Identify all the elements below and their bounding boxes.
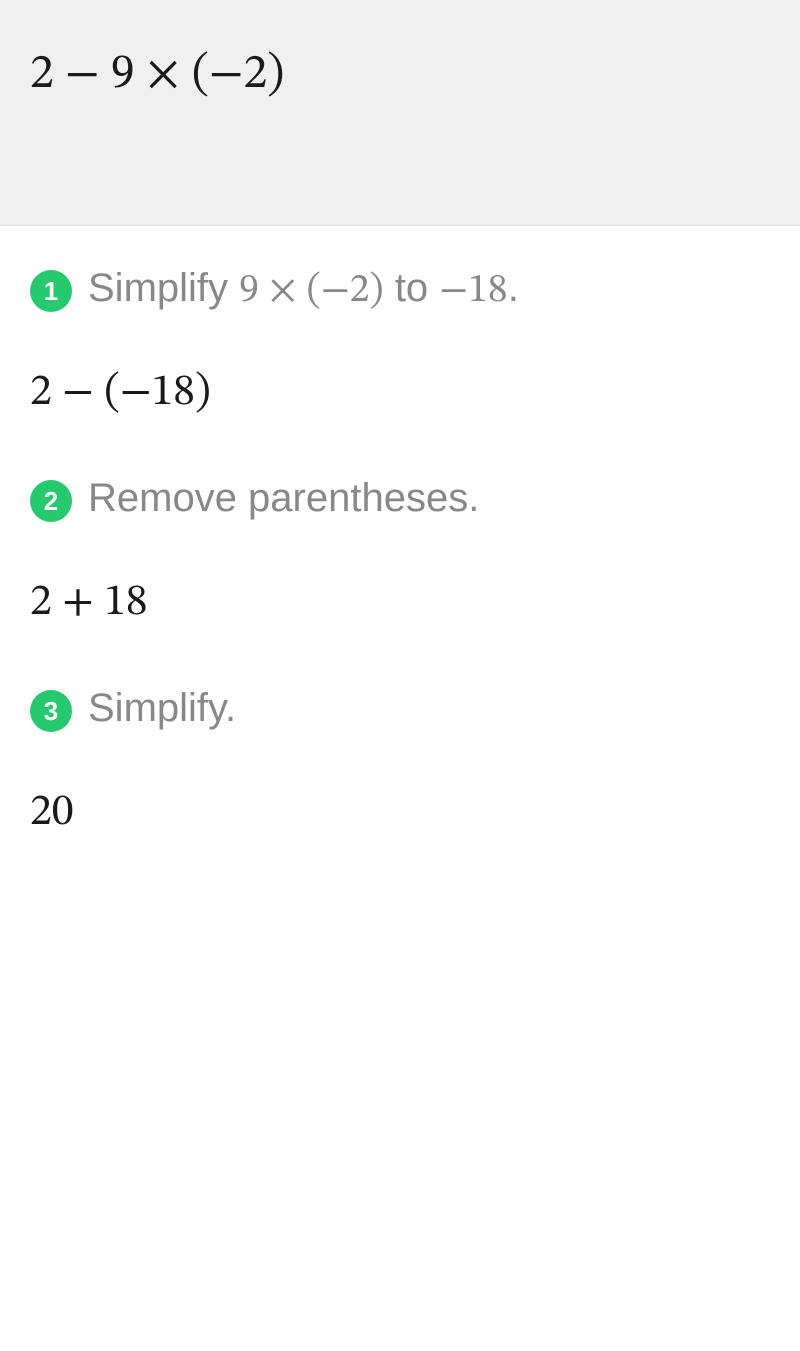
step-math-1: 9 × (−2) bbox=[239, 271, 384, 311]
step-header: 1 Simplify 9 × (−2) to −18. bbox=[30, 266, 770, 316]
step-badge: 3 bbox=[30, 690, 72, 732]
step-badge: 1 bbox=[30, 270, 72, 312]
step-instruction: Simplify 9 × (−2) to −18. bbox=[88, 266, 519, 316]
step-1: 1 Simplify 9 × (−2) to −18. 2 − (−18) bbox=[30, 266, 770, 421]
step-math-2: −18 bbox=[439, 271, 507, 311]
step-text-pre: Simplify. bbox=[88, 686, 236, 730]
step-result: 2 + 18 bbox=[30, 576, 770, 631]
problem-header: 2 − 9 × (−2) bbox=[0, 0, 800, 226]
step-text-pre: Remove parentheses. bbox=[88, 476, 479, 520]
step-2: 2 Remove parentheses. 2 + 18 bbox=[30, 476, 770, 631]
step-header: 2 Remove parentheses. bbox=[30, 476, 770, 526]
step-header: 3 Simplify. bbox=[30, 686, 770, 736]
step-3: 3 Simplify. 20 bbox=[30, 686, 770, 841]
steps-container: 1 Simplify 9 × (−2) to −18. 2 − (−18) 2 … bbox=[0, 226, 800, 936]
step-instruction: Simplify. bbox=[88, 686, 236, 736]
main-expression: 2 − 9 × (−2) bbox=[30, 45, 770, 105]
step-text-post: . bbox=[508, 266, 519, 310]
step-badge: 2 bbox=[30, 480, 72, 522]
step-result: 20 bbox=[30, 786, 770, 841]
step-text-mid: to bbox=[384, 266, 440, 310]
step-result: 2 − (−18) bbox=[30, 366, 770, 421]
step-instruction: Remove parentheses. bbox=[88, 476, 479, 526]
step-text-pre: Simplify bbox=[88, 266, 239, 310]
